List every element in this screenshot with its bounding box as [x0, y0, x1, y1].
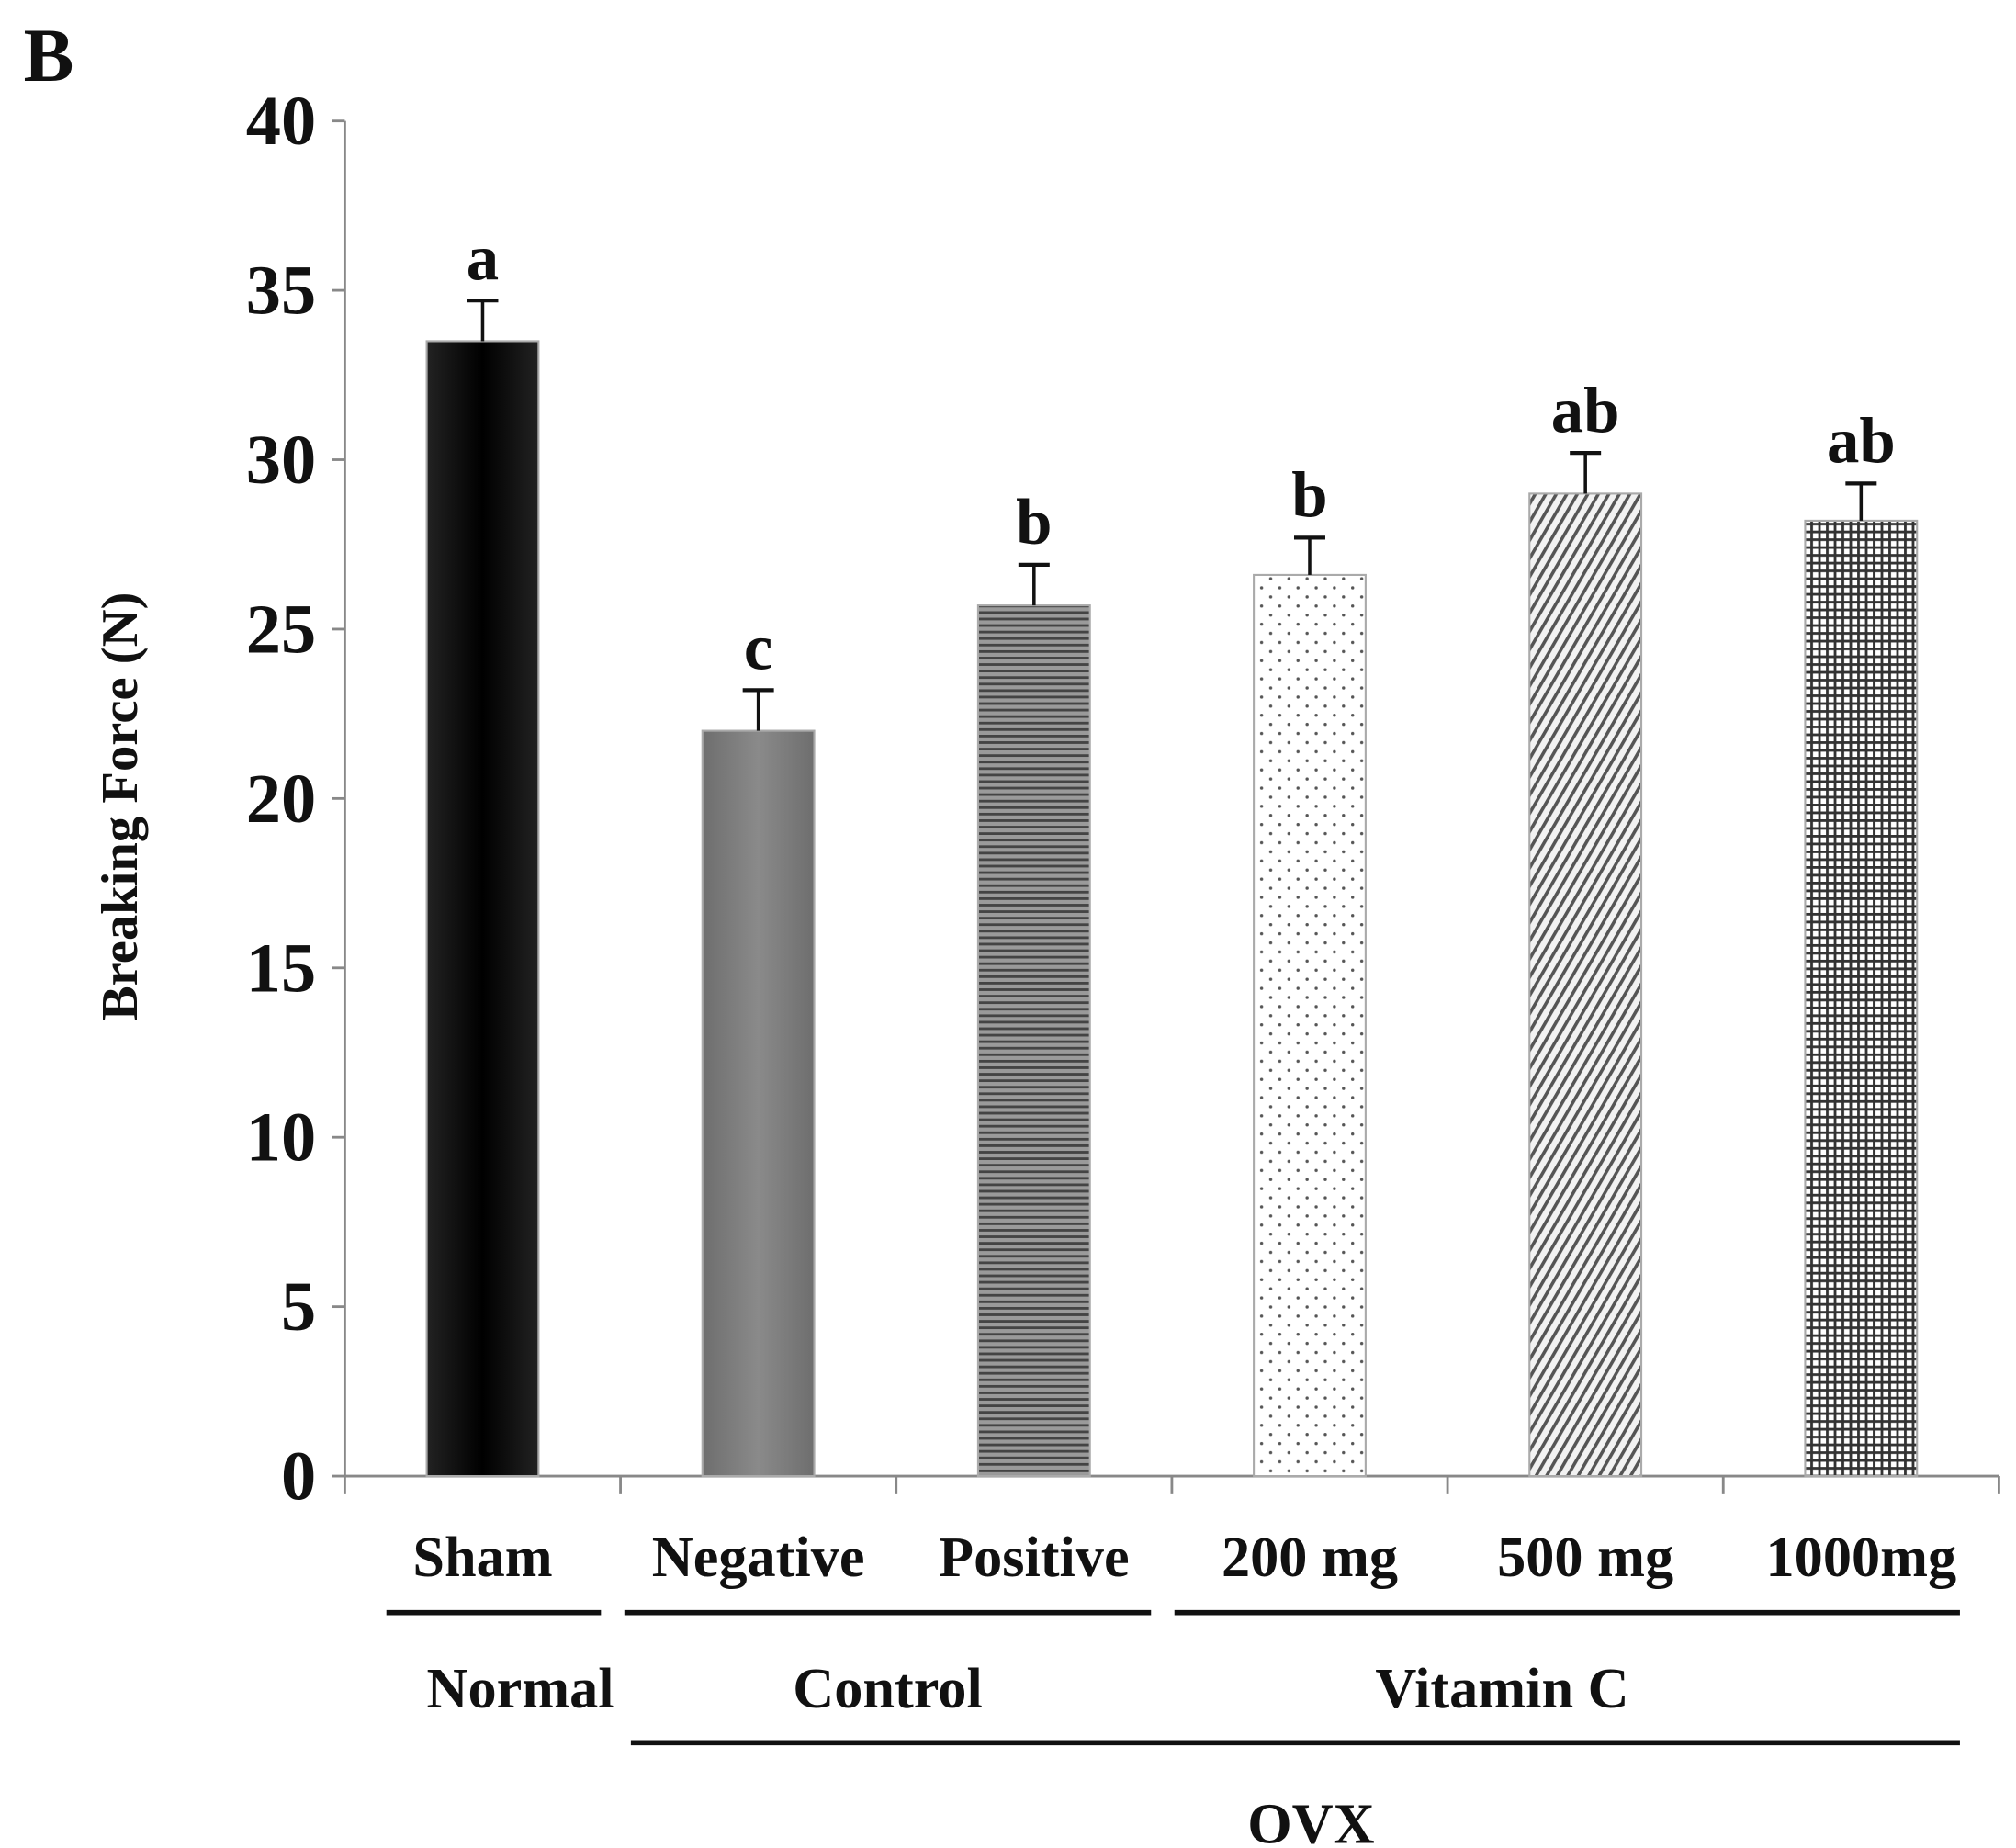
y-tick-label: 0 [281, 1437, 316, 1516]
y-axis-label: Breaking Force (N) [92, 592, 149, 1021]
x-tick-label: Positive [939, 1526, 1130, 1589]
significance-letter: b [1291, 460, 1327, 532]
y-tick-label: 25 [246, 590, 316, 668]
x-tick-label: Negative [652, 1526, 865, 1589]
bar [425, 340, 540, 1478]
x-tick-label: 500 mg [1497, 1526, 1673, 1589]
x-tick-label: Sham [412, 1526, 552, 1589]
bar [1804, 519, 1919, 1478]
x-tick-label: 1000mg [1766, 1526, 1957, 1589]
y-tick-label: 15 [246, 929, 316, 1007]
bar [1253, 573, 1367, 1478]
significance-letter: c [744, 613, 772, 684]
y-tick-label: 35 [246, 252, 316, 330]
significance-letter: ab [1551, 375, 1620, 446]
y-tick-label: 5 [281, 1268, 316, 1346]
group-label: Vitamin C [1375, 1657, 1628, 1720]
y-tick-label: 10 [246, 1099, 316, 1177]
group-label: Control [793, 1657, 982, 1720]
y-tick-label: 20 [246, 760, 316, 838]
group-label: Normal [426, 1657, 614, 1720]
bar [701, 729, 816, 1478]
y-tick-label: 40 [246, 82, 316, 160]
supergroup-label: OVX [1247, 1792, 1374, 1848]
bar [976, 604, 1091, 1478]
x-tick-label: 200 mg [1222, 1526, 1398, 1589]
significance-letter: b [1016, 487, 1052, 558]
panel-label: B [24, 14, 74, 97]
y-tick-label: 30 [246, 421, 316, 499]
significance-letter: a [467, 223, 499, 295]
bar [1528, 492, 1643, 1478]
significance-letter: ab [1827, 406, 1896, 478]
